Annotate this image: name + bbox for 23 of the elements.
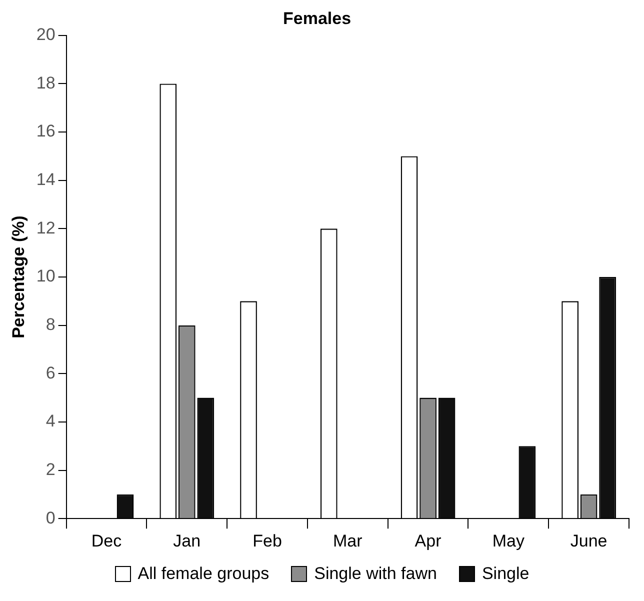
y-tick-label: 0 [46,508,56,528]
y-tick-label: 12 [36,218,56,238]
y-tick-label: 20 [36,25,56,44]
y-tick-label: 4 [46,412,56,431]
x-tick-label: June [570,531,608,550]
y-tick-label: 16 [36,122,56,141]
y-tick-label: 8 [46,315,56,334]
y-tick-label: 10 [36,266,56,286]
legend-label: Single with fawn [314,564,437,584]
y-axis-title: Percentage (%) [8,216,28,338]
x-tick-label: May [492,531,525,550]
text: All female groups [138,564,270,584]
y-tick-label: 2 [46,460,56,479]
x-tick-label: Feb [252,531,282,550]
x-tick-label: Apr [414,531,442,550]
y-tick-label: 18 [36,73,56,92]
legend-label: Single [482,564,530,584]
y-tick-label: 6 [46,363,56,382]
chart-title: Females [282,8,352,28]
y-tick-label: 14 [36,170,56,190]
x-tick-label: Jan [173,531,201,550]
x-tick-label: Mar [333,531,363,550]
x-tick-label: Dec [91,531,122,550]
